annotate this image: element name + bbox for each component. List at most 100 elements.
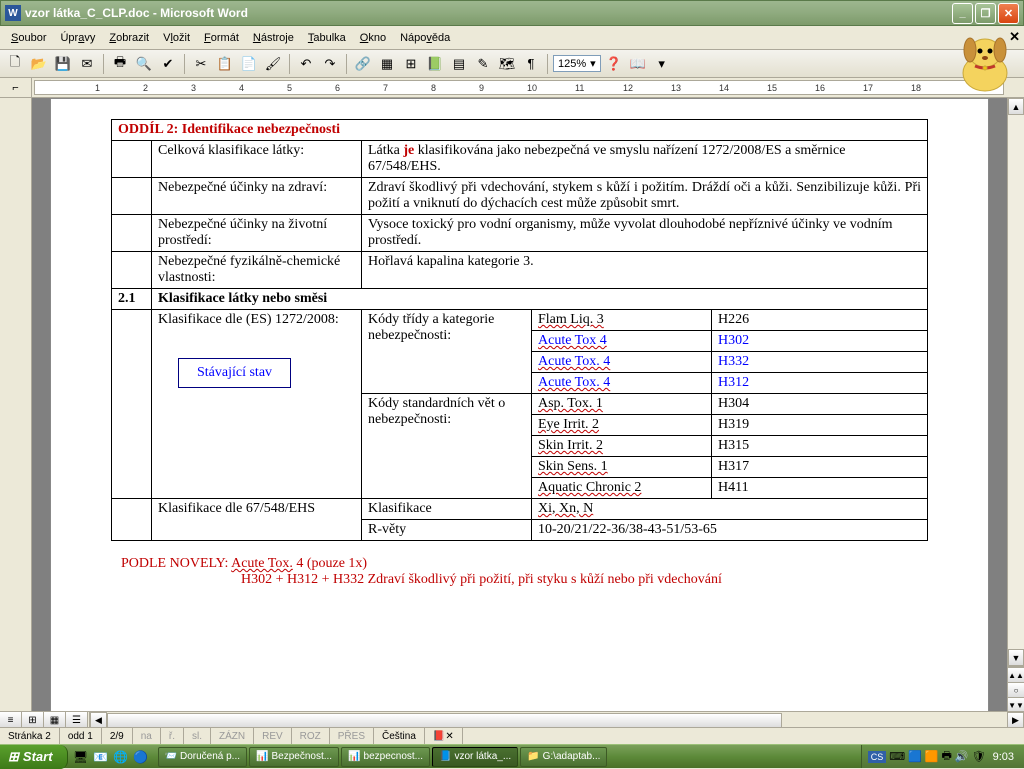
scroll-down-button[interactable]: ▼ xyxy=(1008,649,1024,666)
columns-icon[interactable]: ▤ xyxy=(448,53,470,75)
clock[interactable]: 9:03 xyxy=(989,751,1018,763)
status-na: na xyxy=(133,728,161,744)
email-icon[interactable]: ✉ xyxy=(76,53,98,75)
print-icon[interactable]: 🖶 xyxy=(109,53,131,75)
web-view-button[interactable]: ⊞ xyxy=(22,712,44,728)
open-icon[interactable]: 📂 xyxy=(28,53,50,75)
hazard-code: H317 xyxy=(712,457,928,478)
rvety-val: 10-20/21/22-36/38-43-51/53-65 xyxy=(532,520,928,541)
menu-nastroje[interactable]: Nástroje xyxy=(246,29,301,47)
hazard-cat: Skin Irrit. 2 xyxy=(532,436,712,457)
tray-app1-icon[interactable]: 🟦 xyxy=(908,750,922,763)
lang-indicator[interactable]: CS xyxy=(868,751,887,763)
ql-outlook-icon[interactable]: 📧 xyxy=(92,748,110,766)
browse-object-button[interactable]: ○ xyxy=(1008,682,1024,697)
status-pages: 2/9 xyxy=(102,728,133,744)
task-button[interactable]: 📊Bezpečnost... xyxy=(249,747,339,767)
task-button[interactable]: 📊bezpecnost... xyxy=(341,747,430,767)
row-text: Látka je klasifikována jako nebezpečná v… xyxy=(362,141,928,178)
help-icon[interactable]: ❓ xyxy=(603,53,625,75)
document-area: ODDÍL 2: Identifikace nebezpečnosti Celk… xyxy=(0,98,1024,712)
next-page-button[interactable]: ▼▼ xyxy=(1008,697,1024,712)
doc-map-icon[interactable]: 🗺 xyxy=(496,53,518,75)
ql-media-icon[interactable]: 🔵 xyxy=(132,748,150,766)
document-page[interactable]: ODDÍL 2: Identifikace nebezpečnosti Celk… xyxy=(50,98,989,712)
start-button[interactable]: ⊞ Start xyxy=(0,745,68,769)
copy-icon[interactable]: 📋 xyxy=(214,53,236,75)
tables-borders-icon[interactable]: ▦ xyxy=(376,53,398,75)
office-assistant-dog[interactable] xyxy=(950,28,1020,98)
save-icon[interactable]: 💾 xyxy=(52,53,74,75)
tray-shield-icon[interactable]: 🛡 xyxy=(972,750,986,763)
read-icon[interactable]: 📖 xyxy=(627,53,649,75)
maximize-button[interactable]: ❐ xyxy=(975,3,996,24)
menu-vlozit[interactable]: Vložit xyxy=(156,29,197,47)
paste-icon[interactable]: 📄 xyxy=(238,53,260,75)
menu-format[interactable]: Formát xyxy=(197,29,246,47)
menu-zobrazit[interactable]: Zobrazit xyxy=(102,29,156,47)
titlebar: W vzor látka_C_CLP.doc - Microsoft Word … xyxy=(0,0,1024,26)
scroll-track[interactable] xyxy=(1008,115,1024,649)
row-label: Celková klasifikace látky: xyxy=(152,141,362,178)
menu-soubor[interactable]: Soubor xyxy=(4,29,53,47)
hazard-cat: Acute Tox. 4 xyxy=(532,352,712,373)
zoom-combo[interactable]: 125%▾ xyxy=(553,55,601,72)
undo-icon[interactable]: ↶ xyxy=(295,53,317,75)
print-preview-icon[interactable]: 🔍 xyxy=(133,53,155,75)
hazard-code: H226 xyxy=(712,310,928,331)
statusbar: Stránka 2 odd 1 2/9 na ř. sl. ZÁZN REV R… xyxy=(0,727,1024,744)
menu-napoveda[interactable]: Nápověda xyxy=(393,29,457,47)
tray-printer-icon[interactable]: 🖶 xyxy=(942,747,952,766)
ql-ie-icon[interactable]: 🌐 xyxy=(112,748,130,766)
note-line1: PODLE NOVELY: Acute Tox. 4 (pouze 1x) xyxy=(121,556,928,572)
drawing-icon[interactable]: ✎ xyxy=(472,53,494,75)
status-odd: odd 1 xyxy=(60,728,102,744)
hazard-code: H315 xyxy=(712,436,928,457)
stav-box: Stávající stav xyxy=(178,358,291,388)
note-line2: H302 + H312 + H332 Zdraví škodlivý při p… xyxy=(241,572,928,588)
hazard-cat: Asp. Tox. 1 xyxy=(532,394,712,415)
menu-okno[interactable]: Okno xyxy=(353,29,393,47)
task-button[interactable]: 📘vzor látka_... xyxy=(432,747,518,767)
ql-desktop-icon[interactable]: 🖥 xyxy=(72,748,90,766)
minimize-button[interactable]: _ xyxy=(952,3,973,24)
menu-upravy[interactable]: Úpravy xyxy=(53,29,102,47)
horizontal-ruler[interactable]: 123456789101112131415161718 xyxy=(34,80,1004,95)
normal-view-button[interactable]: ≡ xyxy=(0,712,22,728)
section-num: 2.1 xyxy=(112,289,152,310)
new-doc-icon[interactable]: 🗋 xyxy=(4,53,26,75)
hazard-code: H332 xyxy=(712,352,928,373)
outline-view-button[interactable]: ☰ xyxy=(66,712,88,728)
row-text: Vysoce toxický pro vodní organismy, může… xyxy=(362,215,928,252)
hscroll-track[interactable] xyxy=(107,712,1007,728)
scroll-up-button[interactable]: ▲ xyxy=(1008,98,1024,115)
show-para-icon[interactable]: ¶ xyxy=(520,53,542,75)
hscroll-thumb[interactable] xyxy=(107,713,782,728)
tray-volume-icon[interactable]: 🔊 xyxy=(955,750,969,763)
print-view-button[interactable]: ▦ xyxy=(44,712,66,728)
format-painter-icon[interactable]: 🖌 xyxy=(262,53,284,75)
row-text: Zdraví škodlivý při vdechování, stykem s… xyxy=(362,178,928,215)
redo-icon[interactable]: ↷ xyxy=(319,53,341,75)
close-button[interactable]: ✕ xyxy=(998,3,1019,24)
excel-icon[interactable]: 📗 xyxy=(424,53,446,75)
toolbar: 🗋 📂 💾 ✉ 🖶 🔍 ✔ ✂ 📋 📄 🖌 ↶ ↷ 🔗 ▦ ⊞ 📗 ▤ ✎ 🗺 … xyxy=(0,50,1024,78)
prev-page-button[interactable]: ▲▲ xyxy=(1008,667,1024,682)
vertical-scrollbar[interactable]: ▲ ▼ ▲▲ ○ ▼▼ xyxy=(1007,98,1024,712)
view-buttons: ≡ ⊞ ▦ ☰ xyxy=(0,712,90,728)
hyperlink-icon[interactable]: 🔗 xyxy=(352,53,374,75)
task-button[interactable]: 📨Doručená p... xyxy=(158,747,248,767)
klasifikace-val: Xi, Xn, N xyxy=(532,499,928,520)
tray-app2-icon[interactable]: 🟧 xyxy=(925,750,939,763)
insert-table-icon[interactable]: ⊞ xyxy=(400,53,422,75)
menu-tabulka[interactable]: Tabulka xyxy=(301,29,353,47)
status-lang: Čeština xyxy=(374,728,425,744)
rvety-label: R-věty xyxy=(362,520,532,541)
klasifikace-label: Klasifikace xyxy=(362,499,532,520)
cut-icon[interactable]: ✂ xyxy=(190,53,212,75)
spellcheck-icon[interactable]: ✔ xyxy=(157,53,179,75)
tray-keyboard-icon[interactable]: ⌨ xyxy=(889,750,905,763)
status-book-icon[interactable]: 📕✕ xyxy=(425,728,463,744)
task-button[interactable]: 📁G:\adaptab... xyxy=(520,747,607,767)
more-icon[interactable]: ▾ xyxy=(651,53,673,75)
